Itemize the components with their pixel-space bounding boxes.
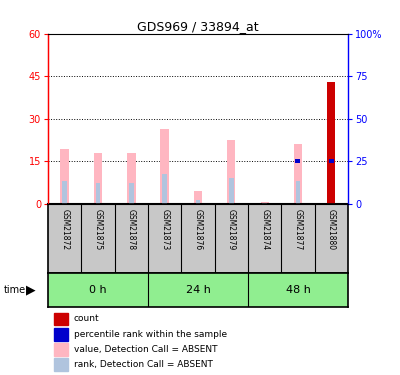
Bar [194,191,202,204]
Bar [54,328,68,340]
Bar [94,153,102,204]
Bar [62,181,67,204]
Text: GSM21878: GSM21878 [127,209,136,251]
Bar [296,181,300,204]
Bar [54,343,68,356]
Text: 0 h: 0 h [89,285,107,295]
Bar [129,183,134,204]
Text: GSM21876: GSM21876 [194,209,202,251]
Text: GSM21879: GSM21879 [227,209,236,251]
Title: GDS969 / 33894_at: GDS969 / 33894_at [137,20,259,33]
Text: percentile rank within the sample: percentile rank within the sample [74,330,227,339]
Bar [260,202,269,204]
Text: GSM21872: GSM21872 [60,209,69,251]
Bar [294,144,302,204]
Bar [54,358,68,371]
Text: value, Detection Call = ABSENT: value, Detection Call = ABSENT [74,345,217,354]
Text: ▶: ▶ [26,284,36,297]
Bar [60,148,69,204]
Text: 48 h: 48 h [286,285,310,295]
Bar [48,273,148,308]
Text: rank, Detection Call = ABSENT: rank, Detection Call = ABSENT [74,360,212,369]
Bar [327,82,336,204]
Bar [148,273,248,308]
Text: GSM21874: GSM21874 [260,209,269,251]
Bar [160,129,169,204]
Bar [96,183,100,204]
Bar [329,159,334,164]
Bar [54,313,68,326]
Bar [262,203,267,204]
Bar [248,273,348,308]
Text: count: count [74,315,99,324]
Bar [196,200,200,204]
Text: GSM21877: GSM21877 [294,209,302,251]
Bar [296,159,300,164]
Text: GSM21880: GSM21880 [327,209,336,251]
Text: GSM21873: GSM21873 [160,209,169,251]
Text: GSM21875: GSM21875 [94,209,102,251]
Text: time: time [4,285,26,295]
Bar [229,178,234,204]
Text: 24 h: 24 h [186,285,210,295]
Bar [162,174,167,204]
Bar [127,153,136,204]
Bar [227,140,236,204]
